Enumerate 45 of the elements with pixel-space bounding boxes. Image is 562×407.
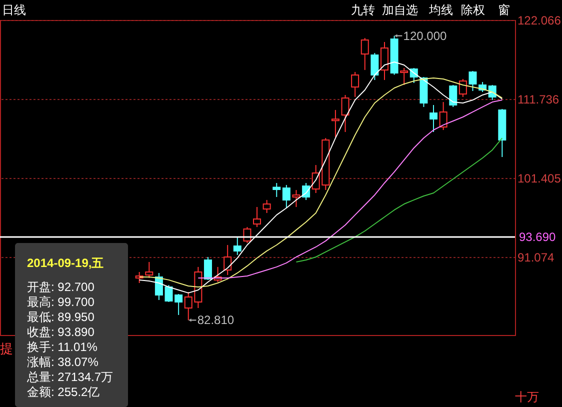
candlestick — [253, 206, 262, 228]
candlestick — [262, 199, 271, 214]
annotation: 开盘: 92.700 — [27, 280, 95, 294]
candlestick — [331, 109, 340, 138]
annotation: 最高: 99.700 — [27, 295, 95, 309]
ref-line-label: 93.690 — [519, 230, 556, 244]
text: 除权 — [461, 3, 485, 17]
y-tick-label: 122.066 — [518, 14, 562, 28]
candlestick — [272, 182, 281, 198]
chart-title: 日线 — [2, 3, 26, 17]
text: 加自选 — [382, 3, 418, 17]
y-tick-label: 101.405 — [518, 171, 562, 186]
text: 涨幅: 38.07% — [27, 355, 99, 369]
annotation: 82.810 — [197, 313, 234, 328]
candlestick — [292, 190, 300, 208]
candlestick — [233, 236, 242, 256]
y-tick-label: 91.074 — [518, 250, 555, 264]
text: 均线 — [428, 3, 453, 17]
text: 金额: 255.2亿 — [27, 385, 100, 399]
text: 十万 — [515, 390, 539, 404]
text: 提 — [0, 341, 13, 356]
candlestick — [458, 78, 467, 98]
candlestick — [439, 102, 448, 130]
candlestick — [224, 244, 232, 276]
candlestick — [204, 256, 212, 280]
y-tick-label: 111.736 — [518, 92, 560, 106]
candlestick — [380, 41, 388, 80]
candlestick — [468, 70, 477, 92]
candlestick — [282, 184, 290, 208]
annotation: 收盘: 93.890 — [27, 325, 95, 339]
candlestick — [370, 52, 379, 80]
text: 九转 — [351, 3, 375, 17]
text: 总量: 27134.7万 — [26, 370, 114, 384]
candlestick — [430, 104, 438, 132]
candlestick — [341, 94, 350, 132]
candlestick — [145, 261, 154, 278]
candlestick — [351, 71, 360, 98]
text: 换手: 11.01% — [27, 340, 98, 354]
candlestick — [449, 84, 458, 108]
candlestick — [400, 67, 408, 86]
text: 窗 — [498, 3, 510, 17]
annotation: 120.000 — [403, 28, 447, 43]
candlestick — [360, 38, 369, 70]
annotation: 最低: 89.950 — [27, 310, 95, 324]
annotation: 2014-09-19,五 — [27, 256, 104, 270]
